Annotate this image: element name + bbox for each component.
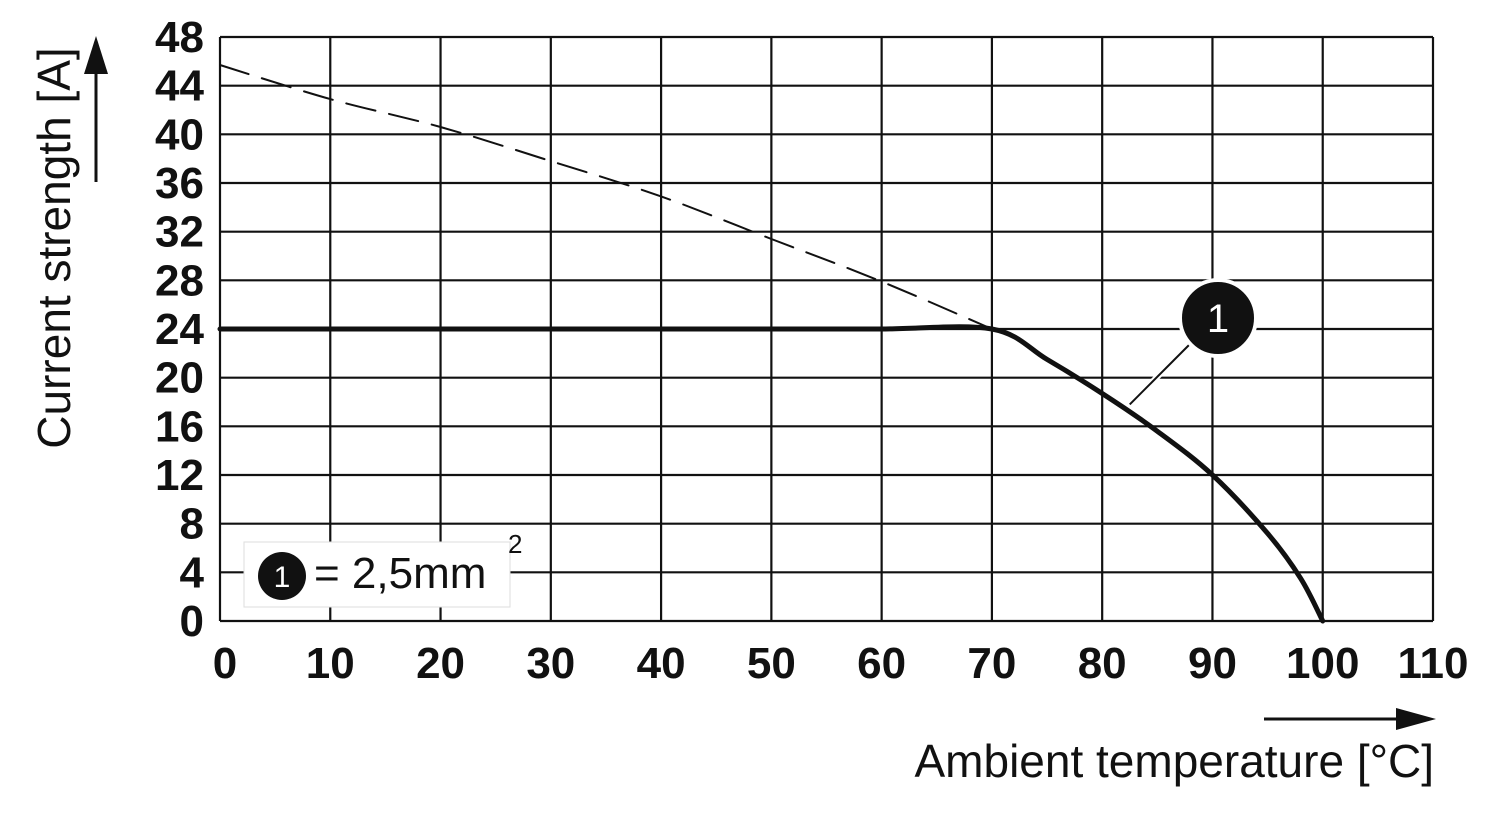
x-tick-label-0: 0 [213,639,237,688]
y-tick-label-28: 28 [155,256,204,305]
x-tick-label-50: 50 [747,639,796,688]
y-tick-label-24: 24 [155,305,204,354]
x-axis-title: Ambient temperature [°C] [915,735,1435,787]
y-tick-label-4: 4 [180,548,205,597]
x-tick-label-60: 60 [857,639,906,688]
series-dashed-line [219,64,993,330]
y-tick-label-40: 40 [155,110,204,159]
x-tick-label-30: 30 [526,639,575,688]
x-tick-label-10: 10 [306,639,355,688]
x-tick-label-40: 40 [637,639,686,688]
y-tick-label-0: 0 [180,597,204,646]
y-axis-arrowhead [84,36,108,74]
x-tick-label-20: 20 [416,639,465,688]
y-tick-label-20: 20 [155,354,204,403]
x-axis-arrowhead [1396,708,1436,730]
chart-grid [218,35,1435,623]
y-tick-label-44: 44 [155,62,204,111]
y-tick-label-32: 32 [155,208,204,257]
y-tick-label-8: 8 [180,500,204,549]
tick-labels: 0 10 20 30 40 50 60 70 80 90 100 110048121620242832… [155,13,1468,688]
legend-marker-label: 1 [274,561,291,594]
annotation-label: 1 [1207,297,1229,341]
x-tick-label-70: 70 [967,639,1016,688]
x-tick-label-80: 80 [1078,639,1127,688]
annotation-leader-line-inner [1129,343,1191,406]
y-tick-label-48: 48 [155,13,204,62]
legend: 1 = 2,5mm 2 [243,529,522,608]
legend-superscript: 2 [508,529,522,559]
x-tick-label-90: 90 [1188,639,1237,688]
x-tick-label-100: 100 [1286,639,1359,688]
annotation-marker: 1 [1127,278,1258,407]
y-tick-label-36: 36 [155,159,204,208]
y-tick-label-16: 16 [155,402,204,451]
x-tick-label-110: 110 [1398,639,1469,688]
series-derating-curve [217,324,1326,624]
annotation-circle [1178,278,1258,358]
legend-marker-circle [258,552,306,600]
y-axis-title: Current strength [A] [28,47,80,448]
chart-series [217,64,1326,624]
y-tick-label-12: 12 [155,451,204,500]
legend-text: = 2,5mm [314,549,486,598]
